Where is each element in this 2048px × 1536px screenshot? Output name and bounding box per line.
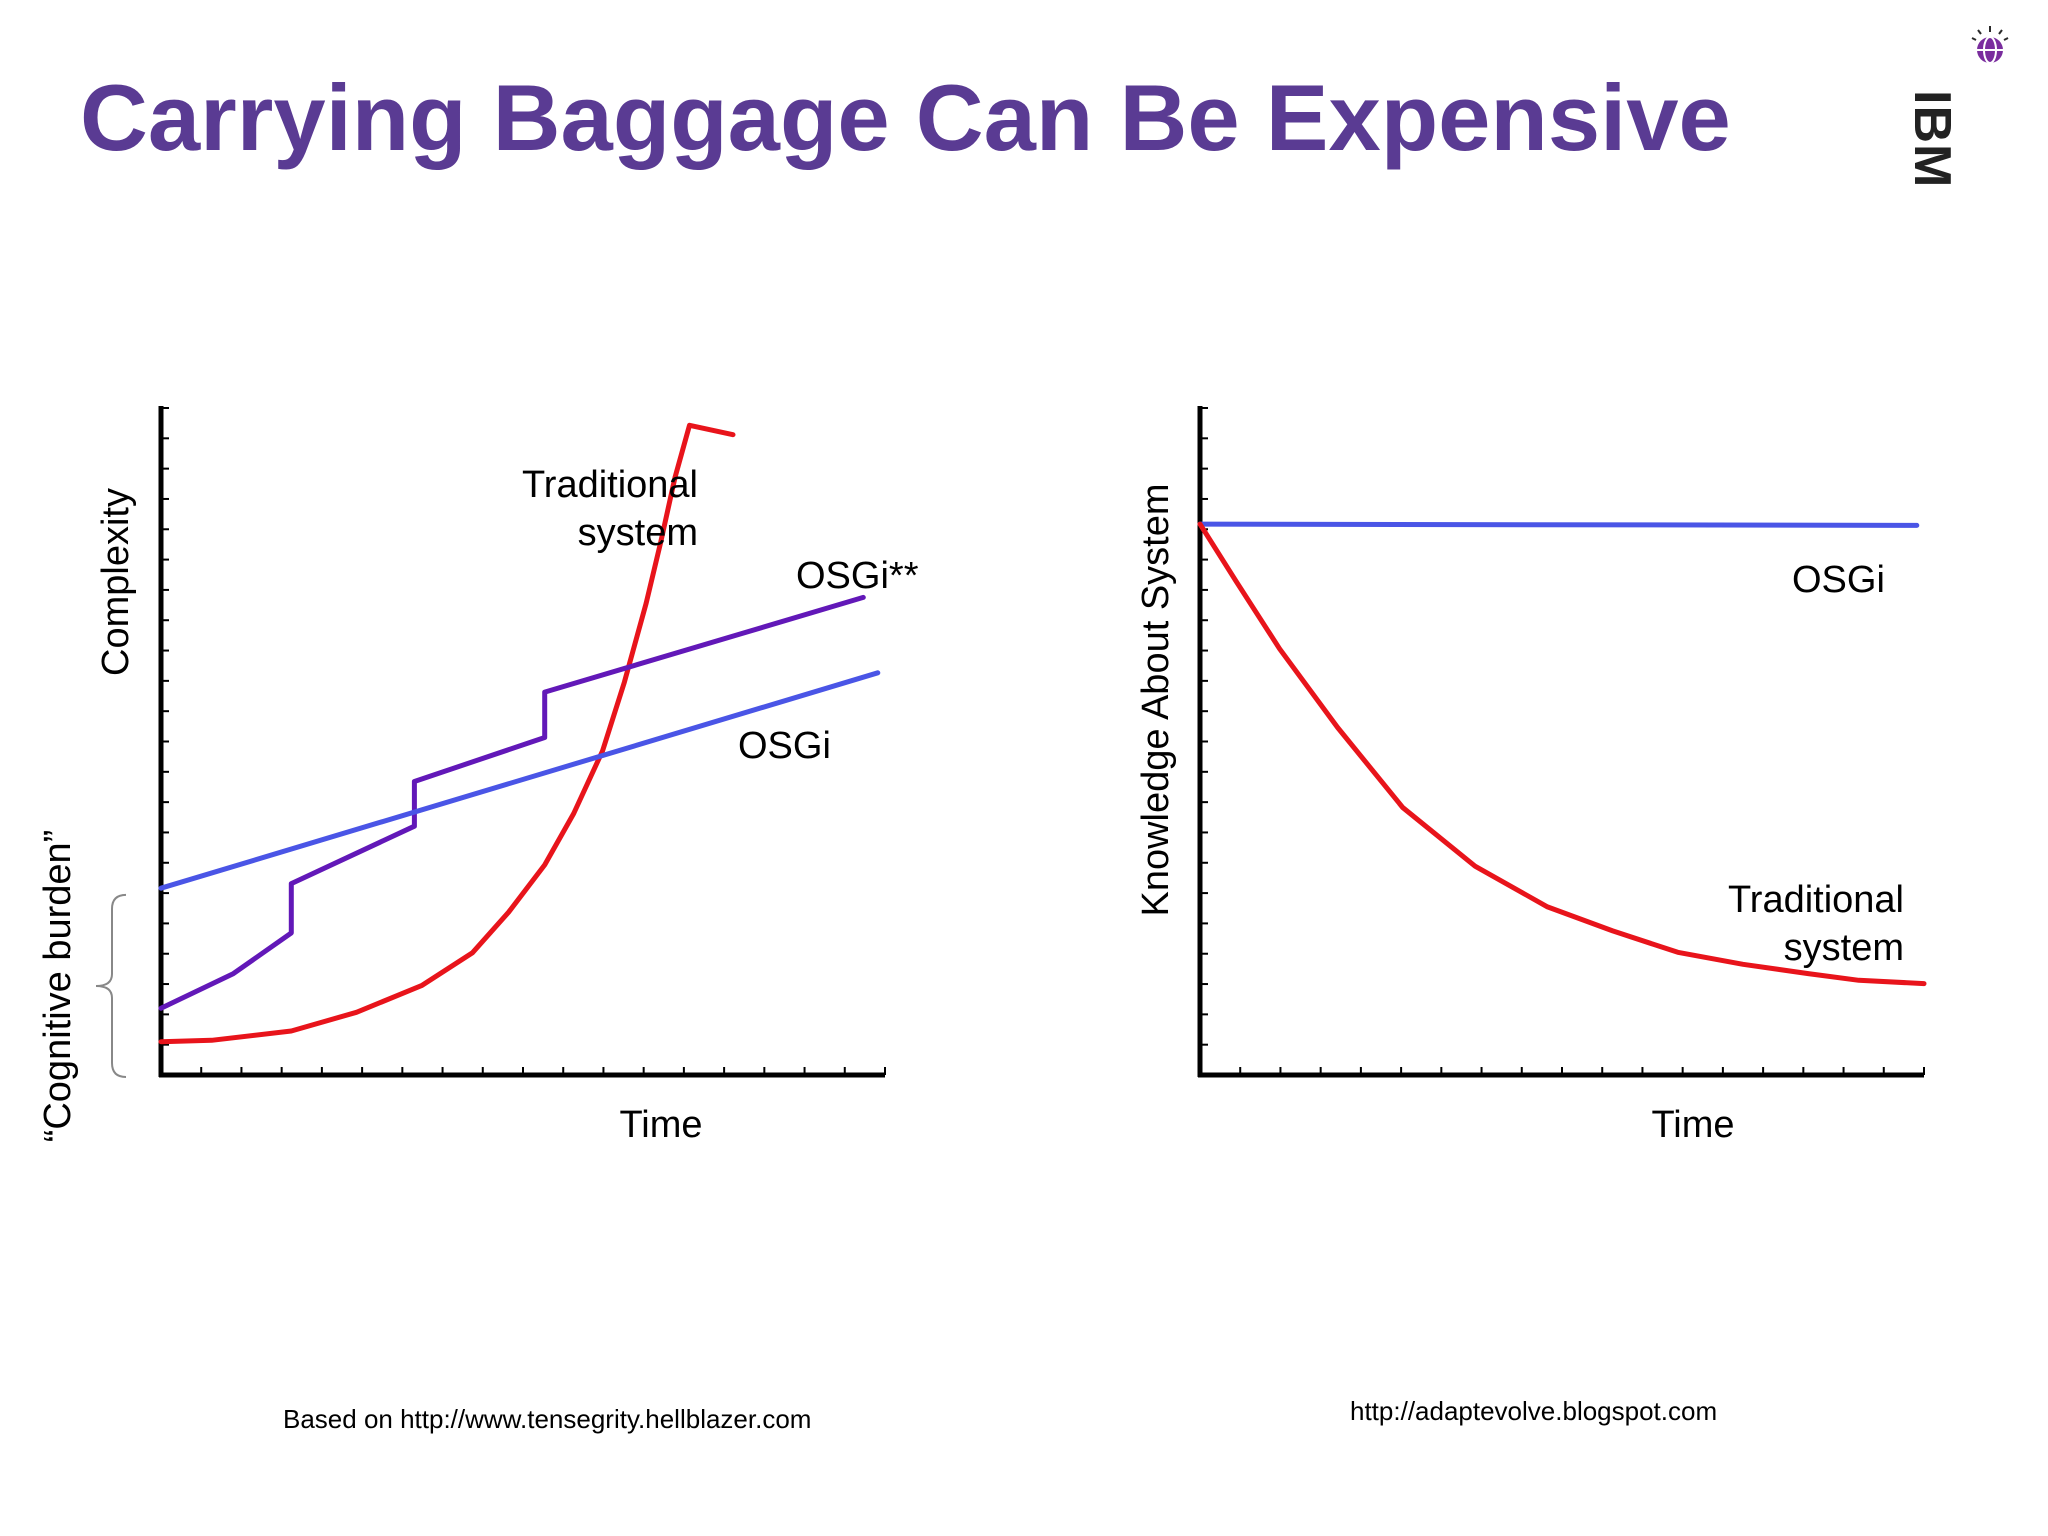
slide-title: Carrying Baggage Can Be Expensive [80,65,1731,170]
y-axis-label: Complexity [95,488,137,676]
cognitive-burden-bracket [95,893,127,1078]
series-label-traditional-system: system [578,512,698,554]
y-axis-label: Knowledge About System [1135,483,1177,916]
x-axis-label: Time [619,1104,702,1146]
series-label-traditional-system: system [1784,927,1904,969]
series-label-traditional-system: Traditional [1728,879,1904,921]
ibm-globe-icon [1971,26,2009,64]
footnote-left-source: Based on http://www.tensegrity.hellblaze… [283,1404,812,1434]
series-line-osgi [1197,521,1920,528]
series-line-osgistarstar [158,594,866,1011]
cognitive-burden-label: “Cognitive burden” [37,830,79,1143]
series-label-osgistarstar: OSGi** [796,555,919,597]
complexity-chart: Traditional system OSGi** OSGi Time Complexit… [37,406,919,1146]
series-label-osgi: OSGi [1792,559,1885,601]
series-line-osgi [158,670,881,891]
series-line-traditional-system [1197,521,1927,987]
series-label-osgi: OSGi [738,725,831,767]
footnote-right-source: http://adaptevolve.blogspot.com [1350,1396,1718,1426]
series-label-traditional-system: Traditional [522,464,698,506]
x-axis-label: Time [1651,1104,1734,1146]
series-line-traditional-system [158,422,736,1045]
knowledge-chart: OSGi Traditional system Time Knowledge About… [1135,406,1927,1146]
